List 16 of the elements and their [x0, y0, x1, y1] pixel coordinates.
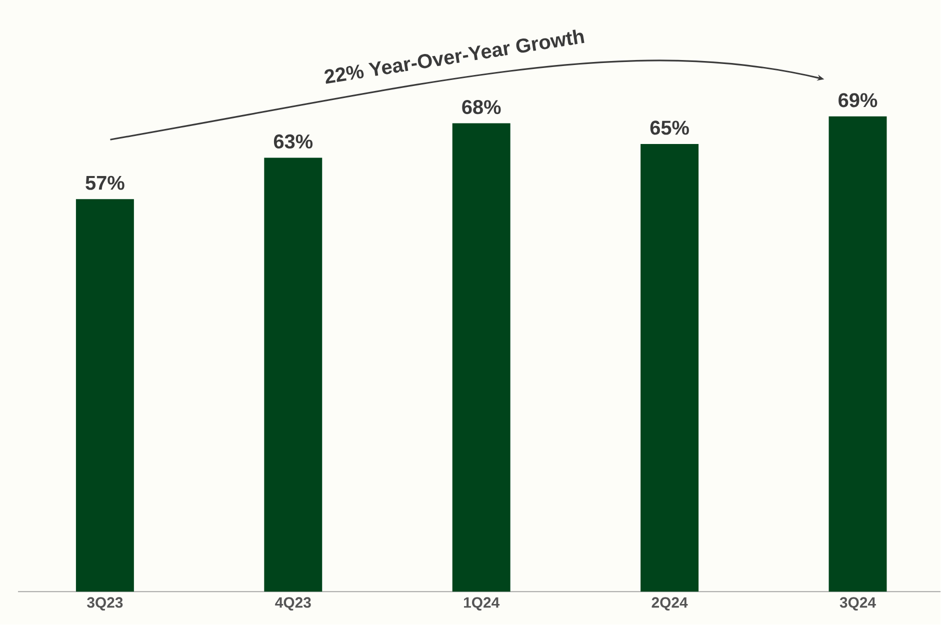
- x-tick-label: 3Q23: [87, 597, 123, 611]
- bar: [452, 123, 510, 592]
- x-tick-label: 4Q23: [275, 597, 311, 611]
- bar: [640, 144, 699, 592]
- bar: [828, 116, 887, 592]
- bar: [264, 158, 322, 592]
- data-label: 69%: [838, 93, 878, 108]
- x-tick-label: 2Q24: [652, 597, 688, 611]
- data-label: 65%: [650, 120, 689, 135]
- x-tick-label: 3Q24: [840, 597, 876, 611]
- data-label: 57%: [86, 176, 124, 190]
- bar: [76, 199, 134, 592]
- text: 22% Year-Over-Year Growth: [324, 30, 584, 84]
- x-tick-label: 1Q24: [464, 597, 500, 611]
- data-label: 68%: [462, 100, 501, 114]
- data-label: 63%: [274, 134, 313, 149]
